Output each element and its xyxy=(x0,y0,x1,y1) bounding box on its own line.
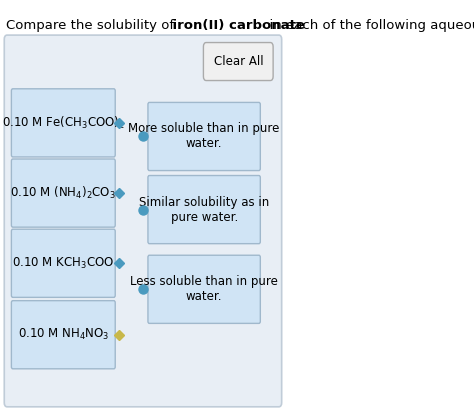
Text: 0.10 M NH$_4$NO$_3$: 0.10 M NH$_4$NO$_3$ xyxy=(18,327,109,342)
Text: in each of the following aqueous solutions:: in each of the following aqueous solutio… xyxy=(6,19,474,31)
FancyBboxPatch shape xyxy=(11,301,115,369)
FancyBboxPatch shape xyxy=(4,35,282,407)
Text: 0.10 M KCH$_3$COO: 0.10 M KCH$_3$COO xyxy=(12,256,114,271)
FancyBboxPatch shape xyxy=(148,176,260,244)
FancyBboxPatch shape xyxy=(11,89,115,157)
FancyBboxPatch shape xyxy=(148,255,260,323)
FancyBboxPatch shape xyxy=(203,43,273,81)
Text: Clear All: Clear All xyxy=(214,55,263,68)
Text: Compare the solubility of: Compare the solubility of xyxy=(6,19,178,31)
FancyBboxPatch shape xyxy=(148,102,260,171)
Text: iron(II) carbonate: iron(II) carbonate xyxy=(6,19,305,31)
Text: Less soluble than in pure
water.: Less soluble than in pure water. xyxy=(130,275,278,303)
Text: More soluble than in pure
water.: More soluble than in pure water. xyxy=(128,123,280,150)
Text: 0.10 M Fe(CH$_3$COO)$_2$: 0.10 M Fe(CH$_3$COO)$_2$ xyxy=(2,115,125,131)
FancyBboxPatch shape xyxy=(11,159,115,227)
Text: Similar solubility as in
pure water.: Similar solubility as in pure water. xyxy=(139,196,269,223)
Text: 0.10 M (NH$_4$)$_2$CO$_3$: 0.10 M (NH$_4$)$_2$CO$_3$ xyxy=(10,185,116,201)
FancyBboxPatch shape xyxy=(11,229,115,297)
